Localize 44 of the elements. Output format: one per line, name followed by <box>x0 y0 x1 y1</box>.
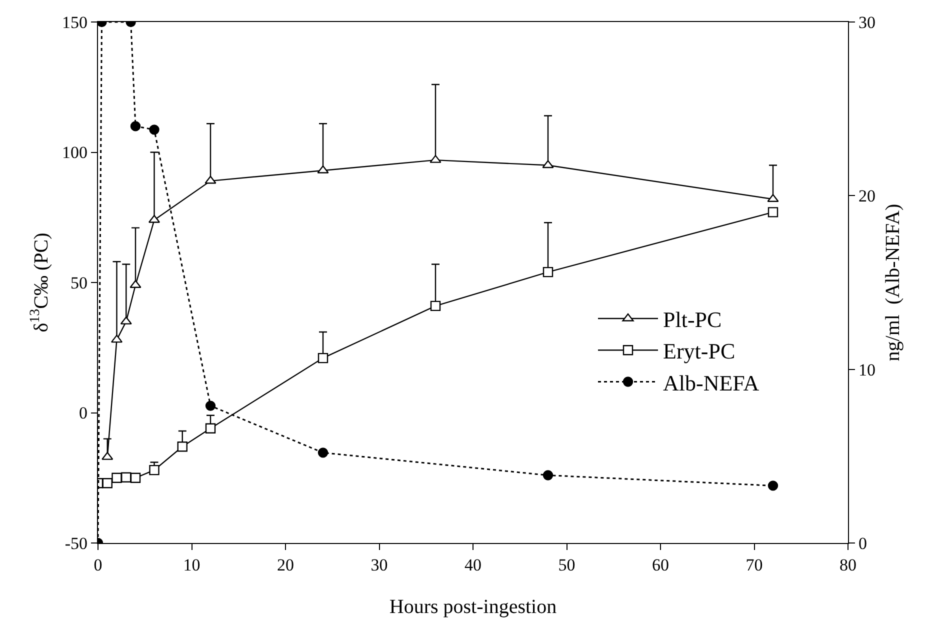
point <box>430 300 441 312</box>
y-tick-label: 0 <box>79 404 88 423</box>
point <box>768 480 778 491</box>
y-tick-label: 150 <box>62 12 88 32</box>
point <box>317 165 329 174</box>
y-tick-label: -50 <box>64 534 88 553</box>
legend-label: Eryt-PC <box>663 338 736 364</box>
point <box>112 472 122 483</box>
y2-tick-label: 30 <box>858 12 876 32</box>
point <box>430 154 442 163</box>
point <box>120 316 132 324</box>
point <box>204 176 216 184</box>
x-tick-label: 20 <box>277 556 294 574</box>
x-tick-label: 10 <box>183 556 200 574</box>
y-tick-label: 50 <box>70 273 88 292</box>
y2-tick-label: 10 <box>858 360 876 380</box>
point <box>149 464 160 476</box>
x-tick-label: 80 <box>840 556 856 574</box>
y-tick-label: 100 <box>62 143 88 162</box>
x-tick-label: 30 <box>370 556 388 574</box>
legend-label: Alb-NEFA <box>663 370 760 396</box>
x-tick-label: 60 <box>652 556 669 574</box>
point <box>205 423 216 434</box>
x-tick-label: 0 <box>94 556 102 574</box>
point <box>130 472 141 483</box>
point <box>768 207 778 218</box>
point <box>318 448 328 458</box>
point <box>121 472 132 482</box>
y2-axis-title: ng/ml (Alb-NEFA) <box>882 204 904 362</box>
point <box>177 442 188 452</box>
x-tick-label: 40 <box>464 556 482 574</box>
x-tick-label: 70 <box>746 556 763 574</box>
y2-tick-label: 20 <box>858 186 876 206</box>
legend-label: Plt-PC <box>663 307 722 332</box>
point <box>102 452 114 460</box>
point <box>542 266 554 278</box>
y2-tick-label: 0 <box>858 534 867 553</box>
point <box>102 478 112 488</box>
x-tick-label: 50 <box>558 556 576 574</box>
x-axis-title: Hours post-ingestion <box>389 596 557 618</box>
point <box>542 160 554 168</box>
point <box>205 400 216 411</box>
point <box>318 352 328 364</box>
point <box>542 470 554 480</box>
